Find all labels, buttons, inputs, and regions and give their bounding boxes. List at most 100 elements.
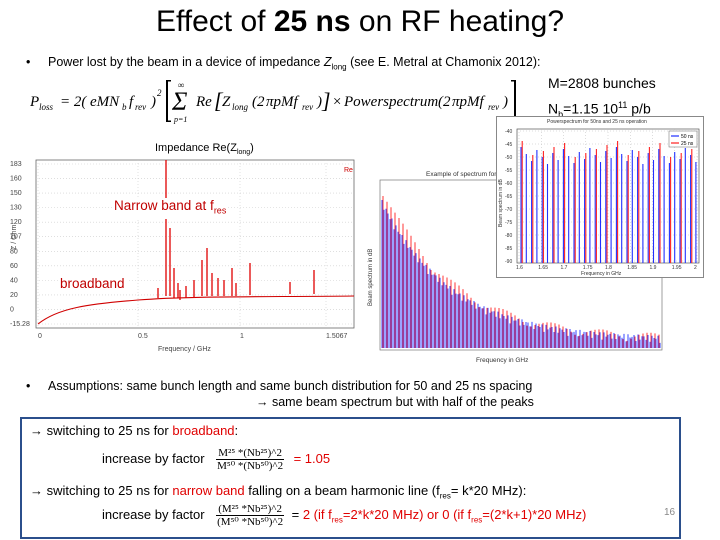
svg-text:×: × — [332, 94, 342, 110]
svg-text:Z: Z — [222, 94, 231, 110]
impedance-xtick: 1 — [240, 333, 244, 340]
impedance-ytick: 150 — [10, 190, 22, 197]
inset-ytick: -55 — [505, 168, 512, 174]
inset-ytick: -50 — [505, 155, 512, 161]
svg-text:loss: loss — [39, 102, 54, 112]
inset-xtick: 1.75 — [583, 265, 593, 271]
power-spectrum-inset: Powerspectrum for 50ns and 25 ns operati… — [496, 116, 704, 278]
impedance-tag: Re — [344, 167, 353, 174]
svg-text:P: P — [30, 94, 39, 110]
impedance-plot: 183 160 150 130 120 107 80 60 40 20 0 -15.28 0 0.5 1 1… — [8, 158, 360, 358]
svg-text:= 2(: = 2( — [60, 94, 87, 110]
impedance-ylabel: Z / Ohm — [11, 225, 18, 250]
svg-text:rev: rev — [302, 102, 313, 112]
condition-even: (if fres=2*k*20 MHz) — [313, 506, 424, 525]
impedance-xlabel: Frequency / GHz — [158, 346, 211, 353]
inset-xtick: 1.65 — [538, 265, 548, 271]
svg-text:rev: rev — [488, 102, 499, 112]
inset-xtick: 1.6 — [516, 265, 523, 271]
inset-ytick: -40 — [505, 129, 512, 135]
inset-xtick: 1.8 — [605, 265, 612, 271]
beam-parameters: M=2808 bunches Nb=1.15 1011 p/b — [548, 72, 656, 125]
svg-text:πpMf: πpMf — [452, 94, 486, 110]
broadband-fraction: M²⁵ *(Nb²⁵)^2 M⁵⁰ *(Nb⁵⁰)^2 — [216, 447, 284, 472]
spectrum-title: Example of spectrum for — [426, 171, 497, 178]
legend-25ns: 25 ns — [681, 141, 694, 147]
arrow-icon: → — [256, 395, 272, 409]
impedance-xtick: 1.5067 — [326, 333, 348, 340]
inset-ylabel: Beam spectrum in dB — [498, 179, 504, 227]
bullet-assumptions: • Assumptions: same bunch length and same… — [26, 379, 534, 409]
svg-text:Σ: Σ — [171, 87, 188, 116]
formula-graphic: P loss = 2( eMN b f rev ) 2 ∞ Σ p=1 Re [… — [29, 80, 516, 124]
spectrum-xlabel: Frequency in GHz — [476, 357, 528, 364]
broadband-line: → switching to 25 ns for broadband: — [30, 423, 239, 438]
narrowband-fraction: (M²⁵ *Nb²⁵)^2 (M⁵⁰ *Nb⁵⁰)^2 — [216, 503, 284, 528]
inset-xlabel: Frequency in GHz — [581, 271, 622, 277]
slide-title: Effect of 25 ns on RF heating? — [155, 5, 565, 38]
legend-50ns: 50 ns — [681, 134, 694, 140]
svg-text:long: long — [232, 102, 249, 112]
inset-ytick: -75 — [505, 220, 512, 226]
inset-xtick: 1.95 — [672, 265, 682, 271]
impedance-ytick: 0 — [10, 306, 14, 313]
inset-xtick: 1.7 — [561, 265, 568, 271]
narrow-band-annotation: Narrow band at fres — [112, 198, 229, 219]
svg-text:b: b — [122, 102, 127, 112]
svg-text:(2: (2 — [438, 94, 451, 110]
svg-text:): ) — [316, 94, 322, 110]
impedance-xtick: 0 — [38, 333, 42, 340]
inset-ytick: -90 — [505, 259, 512, 265]
svg-text:f: f — [129, 94, 135, 110]
svg-text:2: 2 — [157, 88, 162, 98]
svg-text:): ) — [150, 94, 156, 110]
power-loss-formula: P loss = 2( eMN b f rev ) 2 ∞ Σ p=1 Re [… — [29, 78, 530, 129]
impedance-ytick: 120 — [10, 219, 22, 226]
impedance-chart: 183 160 150 130 120 107 80 60 40 20 0 -15.28 0 0.5 1 1… — [10, 159, 355, 353]
impedance-label: Impedance Re(Zlong) — [155, 142, 254, 157]
spectrum-ylabel: Beam spectrum in dB — [368, 249, 374, 306]
narrowband-line: → switching to 25 ns for narrow band fal… — [30, 483, 527, 501]
slide-number: 16 — [664, 507, 676, 518]
impedance-ytick: 20 — [10, 292, 18, 299]
inset-ytick: -85 — [505, 246, 512, 252]
svg-text:[: [ — [214, 88, 224, 113]
inset-ytick: -60 — [505, 181, 512, 187]
impedance-ytick: 40 — [10, 277, 18, 284]
svg-text:∞: ∞ — [178, 80, 184, 90]
svg-text:Powerspectrum: Powerspectrum — [343, 94, 438, 110]
impedance-ytick: 130 — [10, 205, 22, 212]
inset-xtick: 1.9 — [650, 265, 657, 271]
svg-text:Re: Re — [195, 94, 212, 110]
inset-ytick: -45 — [505, 142, 512, 148]
svg-text:πpMf: πpMf — [266, 94, 300, 110]
broadband-annotation: broadband — [58, 276, 127, 292]
narrowband-factor: increase by factor (M²⁵ *Nb²⁵)^2 (M⁵⁰ *Nb… — [102, 503, 587, 528]
impedance-ytick: 80 — [10, 248, 18, 255]
inset-ytick: -65 — [505, 194, 512, 200]
bullet-power-lost: • Power lost by the beam in a device of i… — [26, 55, 541, 72]
arrow-icon: → — [30, 423, 47, 438]
inset-title: Powerspectrum for 50ns and 25 ns operati… — [547, 119, 647, 125]
bullet-dot: • — [26, 379, 31, 393]
impedance-xtick: 0.5 — [138, 333, 148, 340]
svg-text:]: ] — [321, 88, 331, 113]
inset-xtick: 1.85 — [627, 265, 637, 271]
inset-ytick: -70 — [505, 207, 512, 213]
inset-xtick: 2 — [694, 265, 697, 271]
power-spectrum-chart: Powerspectrum for 50ns and 25 ns operati… — [498, 119, 700, 277]
svg-text:(2: (2 — [252, 94, 265, 110]
svg-text:rev: rev — [135, 102, 146, 112]
bullet-dot: • — [26, 55, 31, 69]
bunches-count: M=2808 bunches — [548, 75, 656, 91]
inset-ytick: -80 — [505, 233, 512, 239]
conclusion-box: → switching to 25 ns for broadband: incr… — [20, 417, 681, 539]
arrow-icon: → — [30, 483, 47, 498]
svg-text:): ) — [502, 94, 508, 110]
svg-text:eMN: eMN — [90, 94, 120, 110]
condition-odd: (if fres=(2*k+1)*20 MHz) — [453, 506, 587, 525]
impedance-ytick: 60 — [10, 263, 18, 270]
svg-text:p=1: p=1 — [173, 115, 187, 124]
impedance-ytick: 183 — [10, 161, 22, 168]
broadband-factor: increase by factor M²⁵ *(Nb²⁵)^2 M⁵⁰ *(Nb… — [102, 447, 331, 472]
